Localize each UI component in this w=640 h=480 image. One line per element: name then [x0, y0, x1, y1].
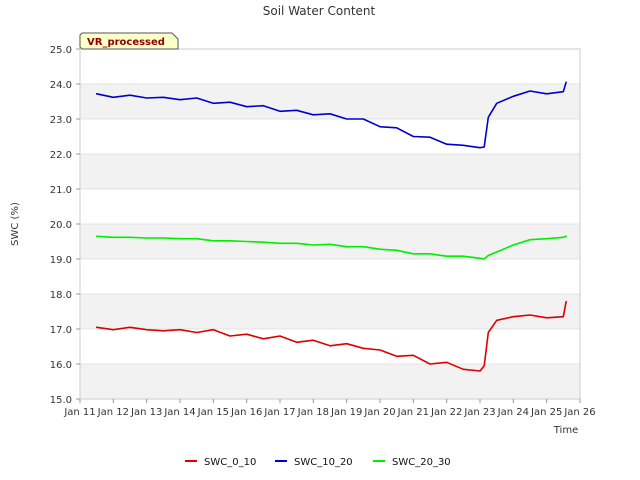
series-line-swc-0-10 [95, 300, 567, 372]
legend-label: SWC_10_20 [294, 457, 353, 468]
grid-band [80, 294, 580, 329]
series-lines [95, 81, 567, 372]
x-tick-label: Jan 14 [163, 407, 195, 418]
x-tick-label: Jan 13 [130, 407, 162, 418]
x-tick-label: Jan 12 [97, 407, 129, 418]
grid-band [80, 49, 580, 84]
y-tick-label: 20.0 [50, 220, 72, 231]
grid-band [80, 119, 580, 154]
y-tick-label: 24.0 [50, 80, 72, 91]
x-tick-label: Jan 18 [297, 407, 329, 418]
series-line-swc-10-20 [95, 81, 567, 149]
grid-band [80, 189, 580, 224]
x-tick-label: Jan 20 [363, 407, 395, 418]
grid-band [80, 259, 580, 294]
y-tick-label: 21.0 [50, 185, 72, 196]
grid-band [80, 154, 580, 189]
y-tick-label: 25.0 [50, 45, 72, 56]
vr-processed-badge: VR_processed [79, 32, 179, 50]
y-axis-ticks: 15.0 16.0 17.0 18.0 19.0 20.0 21.0 22.0 23.0 24.0… [50, 45, 80, 406]
legend-label: SWC_0_10 [204, 457, 256, 468]
y-tick-label: 18.0 [50, 290, 72, 301]
x-axis-ticks: Jan 11 Jan 12 Jan 13 Jan 14 Jan 15 Jan 16 Jan … [63, 399, 596, 418]
badge-background [79, 32, 179, 50]
x-tick-label: Jan 22 [430, 407, 462, 418]
y-tick-label: 17.0 [50, 325, 72, 336]
y-tick-label: 23.0 [50, 115, 72, 126]
y-tick-label: 19.0 [50, 255, 72, 266]
x-tick-label: Jan 23 [463, 407, 495, 418]
x-tick-label: Jan 16 [230, 407, 262, 418]
badge-label: VR_processed [87, 37, 165, 48]
chart-title: Soil Water Content [263, 4, 376, 18]
x-tick-label: Jan 17 [263, 407, 295, 418]
x-axis-title: Time [553, 425, 578, 436]
y-axis-title: SWC (%) [10, 202, 21, 246]
x-tick-label: Jan 21 [397, 407, 429, 418]
x-tick-label: Jan 26 [563, 407, 595, 418]
x-tick-label: Jan 11 [63, 407, 95, 418]
y-tick-label: 22.0 [50, 150, 72, 161]
y-tick-label: 15.0 [50, 395, 72, 406]
x-tick-label: Jan 25 [530, 407, 562, 418]
legend-label: SWC_20_30 [392, 457, 451, 468]
x-tick-label: Jan 15 [197, 407, 229, 418]
legend: SWC_0_10 SWC_10_20 SWC_20_30 [185, 457, 451, 468]
series-line-swc-20-30 [95, 235, 567, 260]
grid-band [80, 224, 580, 259]
grid-band [80, 364, 580, 399]
x-tick-label: Jan 24 [497, 407, 529, 418]
y-tick-label: 16.0 [50, 360, 72, 371]
x-tick-label: Jan 19 [330, 407, 362, 418]
